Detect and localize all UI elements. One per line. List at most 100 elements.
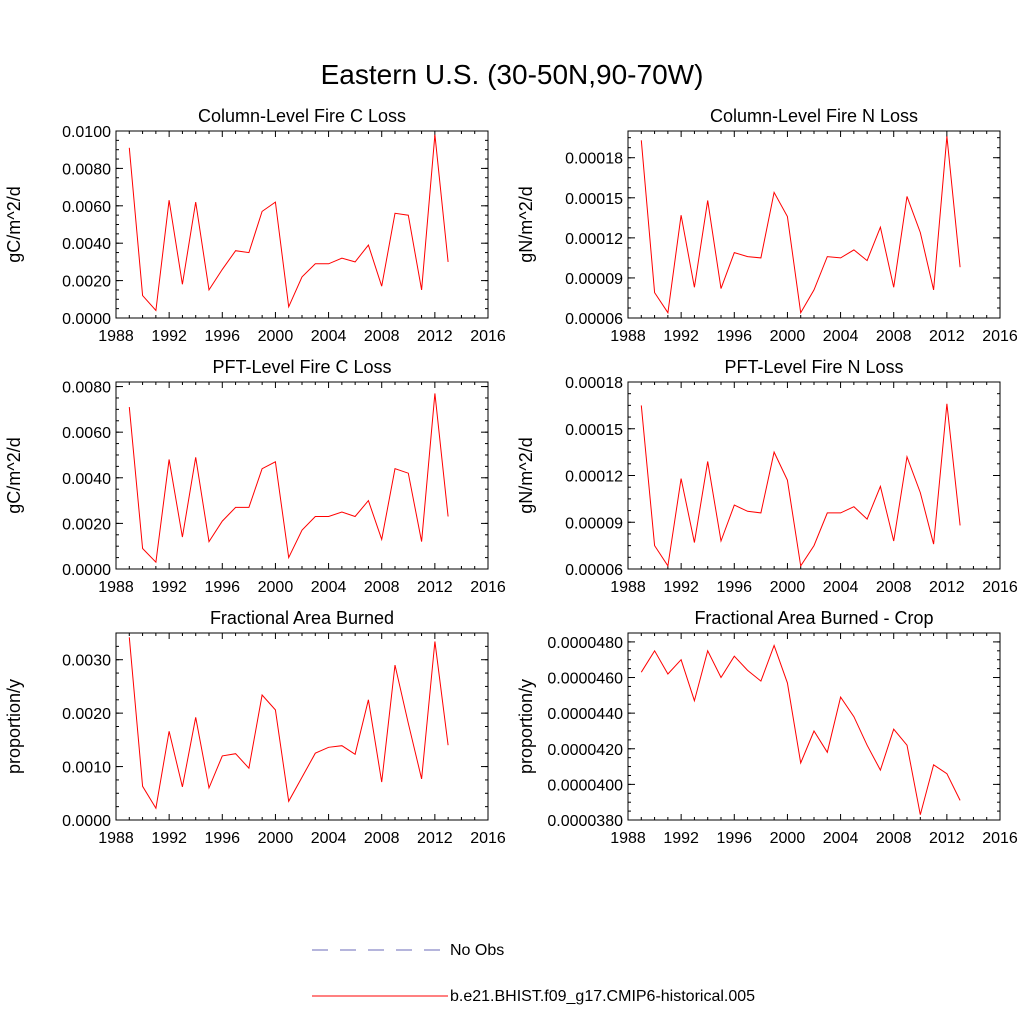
x-tick-label: 2012 [417, 830, 453, 847]
figure-title: Eastern U.S. (30-50N,90-70W) [321, 59, 704, 90]
x-tick-label: 2000 [770, 830, 806, 847]
y-axis-label: proportion/y [516, 679, 536, 774]
y-tick-label: 0.00009 [565, 271, 623, 288]
x-tick-label: 2016 [470, 579, 506, 596]
panel-6: Fractional Area Burned - Crop proportion/… [516, 608, 1018, 847]
y-axis-label: gN/m^2/d [516, 437, 536, 513]
x-tick-label: 2016 [982, 328, 1018, 345]
y-tick-label: 0.0020 [62, 274, 111, 291]
series-line [640, 136, 961, 315]
y-tick-label: 0.0000 [62, 562, 111, 579]
plot-frame [115, 130, 489, 319]
x-tick-label: 1988 [98, 579, 134, 596]
y-tick-label: 0.0060 [62, 199, 111, 216]
x-tick-label: 2004 [823, 328, 859, 345]
panel-title: Fractional Area Burned [210, 608, 394, 628]
y-axis-label: proportion/y [4, 679, 24, 774]
y-tick-label: 0.0000480 [547, 635, 623, 652]
x-tick-label: 1988 [610, 328, 646, 345]
x-tick-label: 1992 [151, 830, 187, 847]
x-tick-label: 1988 [610, 579, 646, 596]
x-tick-label: 2016 [470, 830, 506, 847]
panel-title: PFT-Level Fire C Loss [212, 357, 391, 377]
x-tick-label: 1988 [610, 830, 646, 847]
x-tick-label: 2004 [311, 579, 347, 596]
panel-title: Column-Level Fire N Loss [710, 106, 918, 126]
x-tick-label: 2000 [258, 328, 294, 345]
x-tick-label: 2004 [311, 328, 347, 345]
x-tick-label: 1996 [204, 579, 240, 596]
panel-5: Fractional Area Burned proportion/y 1988 19… [4, 608, 506, 847]
plot-frame [627, 632, 1001, 821]
y-tick-label: 0.00009 [565, 515, 623, 532]
y-tick-label: 0.0000 [62, 311, 111, 328]
x-tick-label: 2000 [258, 579, 294, 596]
y-tick-label: 0.0030 [62, 653, 111, 670]
x-tick-label: 1992 [663, 579, 699, 596]
series-line [128, 637, 449, 810]
x-tick-label: 2008 [364, 328, 400, 345]
y-tick-label: 0.0000460 [547, 671, 623, 688]
y-tick-label: 0.0020 [62, 516, 111, 533]
y-tick-label: 0.0010 [62, 760, 111, 777]
panels: Column-Level Fire C Loss gC/m^2/d 1988 1992… [4, 106, 1018, 847]
plot-frame [627, 381, 1001, 570]
y-axis-label: gC/m^2/d [4, 186, 24, 262]
x-tick-label: 2008 [876, 328, 912, 345]
y-tick-label: 0.00006 [565, 562, 623, 579]
panel-3: PFT-Level Fire C Loss gC/m^2/d 1988 1992 199… [4, 357, 506, 596]
y-tick-label: 0.0000440 [547, 706, 623, 723]
x-tick-label: 1992 [663, 830, 699, 847]
y-tick-label: 0.0080 [62, 161, 111, 178]
x-tick-label: 1988 [98, 328, 134, 345]
x-tick-label: 2012 [929, 328, 965, 345]
x-tick-label: 1996 [204, 328, 240, 345]
y-tick-label: 0.00012 [565, 231, 623, 248]
y-axis-label: gN/m^2/d [516, 186, 536, 262]
y-tick-label: 0.0060 [62, 425, 111, 442]
x-tick-label: 2012 [929, 579, 965, 596]
x-tick-label: 2016 [982, 579, 1018, 596]
plot-frame [115, 632, 489, 821]
x-tick-label: 2000 [258, 830, 294, 847]
y-tick-label: 0.0100 [62, 124, 111, 141]
x-tick-label: 1992 [663, 328, 699, 345]
x-tick-label: 2012 [417, 579, 453, 596]
panel-2: Column-Level Fire N Loss gN/m^2/d 1988 1992… [516, 106, 1018, 345]
x-tick-label: 2000 [770, 328, 806, 345]
series-line [128, 393, 449, 564]
y-tick-label: 0.00018 [565, 151, 623, 168]
x-tick-label: 2012 [417, 328, 453, 345]
y-tick-label: 0.00006 [565, 311, 623, 328]
legend: No Obs b.e21.BHIST.f09_g17.CMIP6-histori… [312, 942, 755, 1005]
y-tick-label: 0.00018 [565, 375, 623, 392]
panel-title: Column-Level Fire C Loss [198, 106, 406, 126]
x-tick-label: 1996 [716, 579, 752, 596]
y-tick-label: 0.0000 [62, 813, 111, 830]
x-tick-label: 2004 [311, 830, 347, 847]
y-tick-label: 0.00015 [565, 191, 623, 208]
y-axis-label: gC/m^2/d [4, 437, 24, 513]
panel-1: Column-Level Fire C Loss gC/m^2/d 1988 1992… [4, 106, 506, 345]
x-tick-label: 2004 [823, 830, 859, 847]
x-tick-label: 1988 [98, 830, 134, 847]
x-tick-label: 1992 [151, 328, 187, 345]
series-line [640, 403, 961, 568]
series-line [640, 644, 961, 815]
panel-title: PFT-Level Fire N Loss [724, 357, 903, 377]
x-tick-label: 2008 [876, 830, 912, 847]
series-line [128, 134, 449, 312]
legend-obs-label: No Obs [450, 942, 504, 959]
x-tick-label: 2016 [470, 328, 506, 345]
y-tick-label: 0.00012 [565, 469, 623, 486]
y-tick-label: 0.0000420 [547, 742, 623, 759]
panel-4: PFT-Level Fire N Loss gN/m^2/d 1988 1992 199… [516, 357, 1018, 596]
x-tick-label: 2004 [823, 579, 859, 596]
x-tick-label: 1996 [204, 830, 240, 847]
y-tick-label: 0.00015 [565, 422, 623, 439]
x-tick-label: 1996 [716, 830, 752, 847]
x-tick-label: 1996 [716, 328, 752, 345]
y-tick-label: 0.0000400 [547, 777, 623, 794]
legend-model-label: b.e21.BHIST.f09_g17.CMIP6-historical.005 [450, 988, 755, 1005]
